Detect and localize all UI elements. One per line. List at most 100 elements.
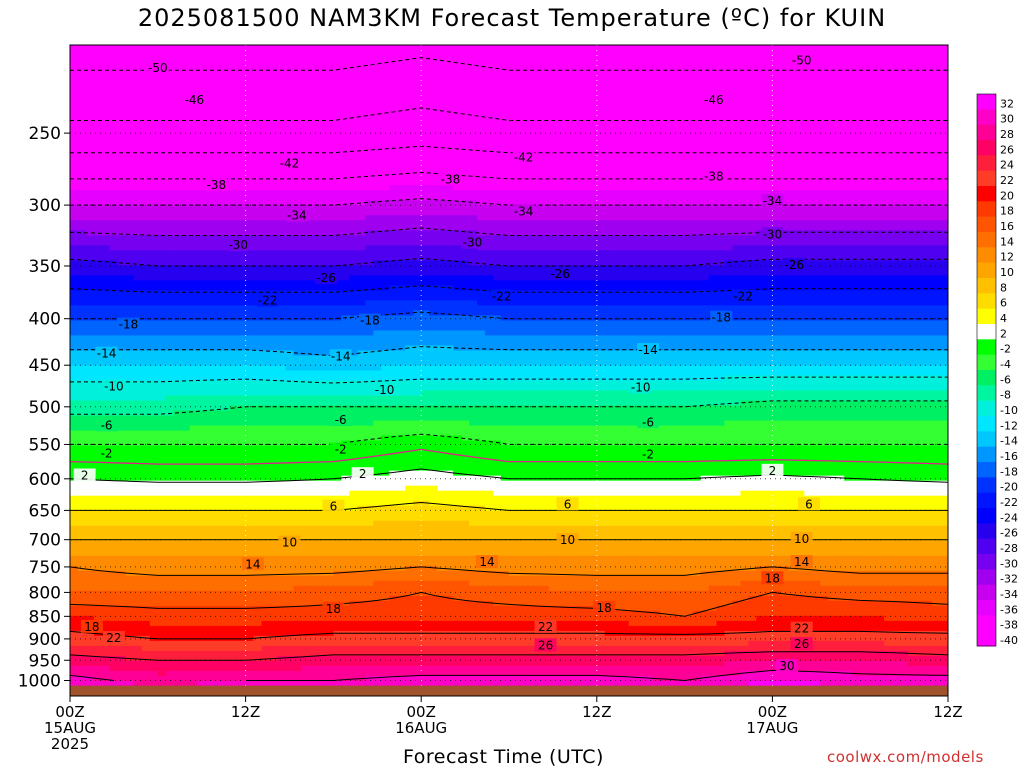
temperature-cell: [117, 670, 127, 677]
temperature-cell: [357, 210, 366, 216]
temperature-cell: [357, 155, 366, 161]
temperature-cell: [301, 295, 311, 301]
temperature-cell: [253, 365, 263, 372]
temperature-cell: [317, 440, 327, 447]
temperature-cell: [165, 560, 175, 567]
temperature-cell: [325, 235, 334, 241]
temperature-cell: [229, 410, 239, 417]
temperature-cell: [181, 570, 191, 577]
temperature-cell: [365, 350, 374, 357]
temperature-cell: [101, 175, 111, 181]
temperature-cell: [189, 480, 199, 487]
temperature-cell: [109, 235, 119, 241]
temperature-cell: [293, 590, 303, 597]
temperature-cell: [325, 655, 334, 662]
temperature-cell: [181, 375, 191, 382]
temperature-cell: [77, 415, 87, 422]
temperature-cell: [341, 675, 350, 682]
temperature-cell: [285, 275, 295, 281]
temperature-cell: [181, 525, 191, 532]
temperature-cell: [221, 340, 231, 347]
temperature-cell: [261, 535, 271, 542]
temperature-cell: [70, 505, 79, 512]
temperature-cell: [213, 255, 223, 261]
temperature-cell: [109, 600, 119, 607]
temperature-cell: [333, 665, 342, 672]
temperature-cell: [277, 410, 287, 417]
temperature-cell: [221, 255, 231, 261]
temperature-cell: [333, 525, 342, 532]
temperature-cell: [253, 260, 263, 266]
temperature-cell: [269, 305, 279, 312]
temperature-cell: [253, 665, 263, 672]
temperature-cell: [141, 100, 151, 106]
temperature-cell: [309, 380, 319, 387]
temperature-cell: [285, 185, 295, 191]
temperature-cell: [165, 210, 175, 216]
temperature-cell: [221, 645, 231, 652]
temperature-cell: [205, 335, 215, 342]
temperature-cell: [117, 180, 127, 186]
temperature-cell: [317, 675, 327, 682]
temperature-cell: [349, 485, 358, 492]
temperature-cell: [253, 330, 263, 337]
temperature-cell: [269, 500, 279, 507]
temperature-cell: [141, 325, 151, 332]
temperature-cell: [229, 65, 239, 71]
temperature-cell: [277, 455, 287, 462]
temperature-cell: [165, 360, 175, 367]
temperature-cell: [141, 610, 151, 617]
temperature-cell: [77, 510, 87, 517]
temperature-cell: [373, 190, 382, 196]
temperature-cell: [309, 240, 319, 246]
temperature-cell: [245, 535, 255, 542]
temperature-cell: [253, 200, 263, 206]
temperature-cell: [205, 345, 215, 352]
temperature-cell: [70, 410, 79, 417]
temperature-cell: [101, 520, 111, 527]
temperature-cell: [165, 430, 175, 437]
temperature-cell: [213, 545, 223, 552]
temperature-cell: [181, 670, 191, 677]
temperature-cell: [285, 295, 295, 301]
temperature-cell: [261, 390, 271, 397]
temperature-cell: [221, 260, 231, 266]
temperature-cell: [365, 165, 374, 171]
temperature-cell: [341, 525, 350, 532]
temperature-cell: [245, 205, 255, 211]
temperature-cell: [157, 370, 167, 377]
temperature-cell: [189, 530, 199, 537]
temperature-cell: [309, 590, 319, 597]
temperature-cell: [253, 660, 263, 667]
temperature-cell: [253, 170, 263, 176]
temperature-cell: [197, 505, 207, 512]
temperature-cell: [85, 210, 95, 216]
temperature-cell: [101, 155, 111, 161]
temperature-cell: [70, 360, 79, 367]
temperature-cell: [133, 670, 143, 677]
temperature-cell: [125, 470, 135, 477]
temperature-cell: [365, 70, 374, 76]
temperature-cell: [85, 70, 95, 76]
temperature-cell: [309, 125, 319, 131]
temperature-cell: [125, 400, 135, 407]
temperature-cell: [181, 475, 191, 482]
temperature-cell: [237, 550, 247, 557]
temperature-cell: [70, 160, 79, 166]
temperature-cell: [253, 185, 263, 191]
temperature-cell: [125, 295, 135, 301]
temperature-cell: [117, 525, 127, 532]
temperature-cell: [70, 165, 79, 171]
temperature-cell: [93, 265, 103, 271]
temperature-cell: [85, 560, 95, 567]
temperature-cell: [149, 225, 159, 231]
temperature-cell: [125, 285, 135, 291]
temperature-cell: [85, 570, 95, 577]
temperature-cell: [301, 145, 311, 151]
temperature-cell: [109, 660, 119, 667]
temperature-cell: [70, 460, 79, 467]
temperature-cell: [109, 495, 119, 502]
temperature-cell: [85, 385, 95, 392]
temperature-cell: [101, 335, 111, 342]
temperature-cell: [253, 480, 263, 487]
